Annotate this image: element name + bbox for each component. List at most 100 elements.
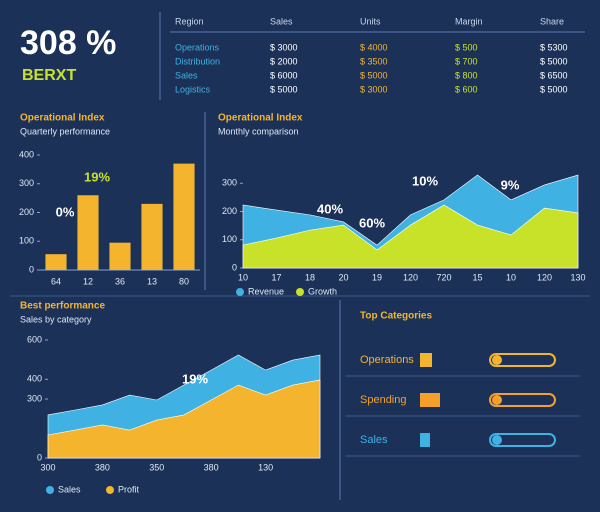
- area: [47, 379, 321, 459]
- x-tick-label: 380: [95, 462, 110, 472]
- x-tick-label: 130: [258, 462, 273, 472]
- x-tick-label: 120: [537, 272, 552, 282]
- table-cell: $ 3000: [270, 42, 298, 52]
- table-cell: $ 500: [455, 42, 478, 52]
- legend-label: Sales: [58, 484, 81, 494]
- bar: [173, 163, 195, 270]
- table-cell: $ 3000: [360, 84, 388, 94]
- y-tick-label: 300: [19, 178, 34, 188]
- table-cell: $ 800: [455, 70, 478, 80]
- y-tick-label: 400: [27, 374, 42, 384]
- bar: [109, 242, 131, 270]
- table-cell: $ 5000: [540, 56, 568, 66]
- slider: [489, 353, 556, 367]
- table-header: Sales: [270, 16, 293, 26]
- y-tick-label: 200: [222, 206, 237, 216]
- legend-label: Growth: [308, 286, 337, 296]
- annotation: 40%: [317, 201, 343, 216]
- y-tick-label: 300: [222, 178, 237, 188]
- x-tick-label: 20: [338, 272, 348, 282]
- x-tick-label: 13: [147, 276, 157, 286]
- table-header: Region: [175, 16, 204, 26]
- table-cell: $ 3500: [360, 56, 388, 66]
- table-cell: Operations: [175, 42, 220, 52]
- slider-knob: [492, 435, 502, 445]
- chart-title: Operational Index: [20, 113, 105, 124]
- table-cell: $ 700: [455, 56, 478, 66]
- slider: [489, 433, 556, 447]
- chart-title: Best performance: [20, 301, 105, 312]
- slider-knob: [492, 395, 502, 405]
- table-cell: $ 5000: [270, 84, 298, 94]
- y-tick-label: 200: [19, 207, 34, 217]
- annotation: 9%: [501, 177, 520, 192]
- kpi-value: 308 %: [20, 24, 116, 62]
- y-tick-label: 300: [27, 393, 42, 403]
- category-label: Spending: [360, 394, 407, 406]
- x-tick-label: 720: [436, 272, 451, 282]
- x-tick-label: 10: [506, 272, 516, 282]
- legend-swatch: [296, 288, 304, 296]
- x-tick-label: 12: [83, 276, 93, 286]
- annotation: 19%: [84, 169, 110, 184]
- y-tick-label: 0: [37, 452, 42, 462]
- annotation: 60%: [359, 215, 385, 230]
- bar: [77, 195, 99, 270]
- table-cell: Distribution: [175, 56, 220, 66]
- category-label: Operations: [360, 354, 414, 366]
- bar: [420, 393, 440, 407]
- x-tick-label: 130: [570, 272, 585, 282]
- category-label: Sales: [360, 434, 388, 446]
- x-tick-label: 350: [149, 462, 164, 472]
- bar: [420, 353, 432, 367]
- annotation: 19%: [182, 371, 208, 386]
- y-tick-label: 0: [29, 264, 34, 274]
- table-cell: $ 5000: [360, 70, 388, 80]
- table-cell: $ 6500: [540, 70, 568, 80]
- annotation: 10%: [412, 173, 438, 188]
- table-cell: $ 6000: [270, 70, 298, 80]
- annotation: 0%: [56, 204, 75, 219]
- y-tick-label: 0: [232, 262, 237, 272]
- area: [242, 204, 579, 269]
- chart-subtitle: Quarterly performance: [20, 126, 110, 136]
- table-cell: $ 2000: [270, 56, 298, 66]
- x-tick-label: 64: [51, 276, 61, 286]
- x-tick-label: 10: [238, 272, 248, 282]
- table-cell: $ 5000: [540, 84, 568, 94]
- table-header: Share: [540, 16, 564, 26]
- table-cell: $ 4000: [360, 42, 388, 52]
- slider: [489, 393, 556, 407]
- x-tick-label: 300: [40, 462, 55, 472]
- bar: [45, 254, 67, 270]
- x-tick-label: 36: [115, 276, 125, 286]
- table-header: Units: [360, 16, 381, 26]
- table-cell: $ 5300: [540, 42, 568, 52]
- y-tick-label: 100: [222, 234, 237, 244]
- legend-label: Profit: [118, 484, 140, 494]
- y-tick-label: 400: [19, 149, 34, 159]
- bar: [141, 203, 163, 270]
- chart-title: Top Categories: [360, 311, 432, 322]
- table-cell: Logistics: [175, 84, 211, 94]
- x-tick-label: 19: [372, 272, 382, 282]
- x-tick-label: 18: [305, 272, 315, 282]
- table-cell: $ 600: [455, 84, 478, 94]
- table-header: Margin: [455, 16, 483, 26]
- chart-title: Operational Index: [218, 113, 303, 124]
- legend-label: Revenue: [248, 286, 284, 296]
- x-tick-label: 80: [179, 276, 189, 286]
- table-cell: Sales: [175, 70, 198, 80]
- x-tick-label: 380: [204, 462, 219, 472]
- x-tick-label: 17: [271, 272, 281, 282]
- legend-swatch: [46, 486, 54, 494]
- legend-swatch: [106, 486, 114, 494]
- chart-subtitle: Sales by category: [20, 314, 92, 324]
- y-tick-label: 100: [19, 236, 34, 246]
- x-tick-label: 15: [472, 272, 482, 282]
- x-tick-label: 120: [403, 272, 418, 282]
- kpi-label: BERXT: [22, 67, 76, 84]
- bar: [420, 433, 430, 447]
- chart-subtitle: Monthly comparison: [218, 126, 299, 136]
